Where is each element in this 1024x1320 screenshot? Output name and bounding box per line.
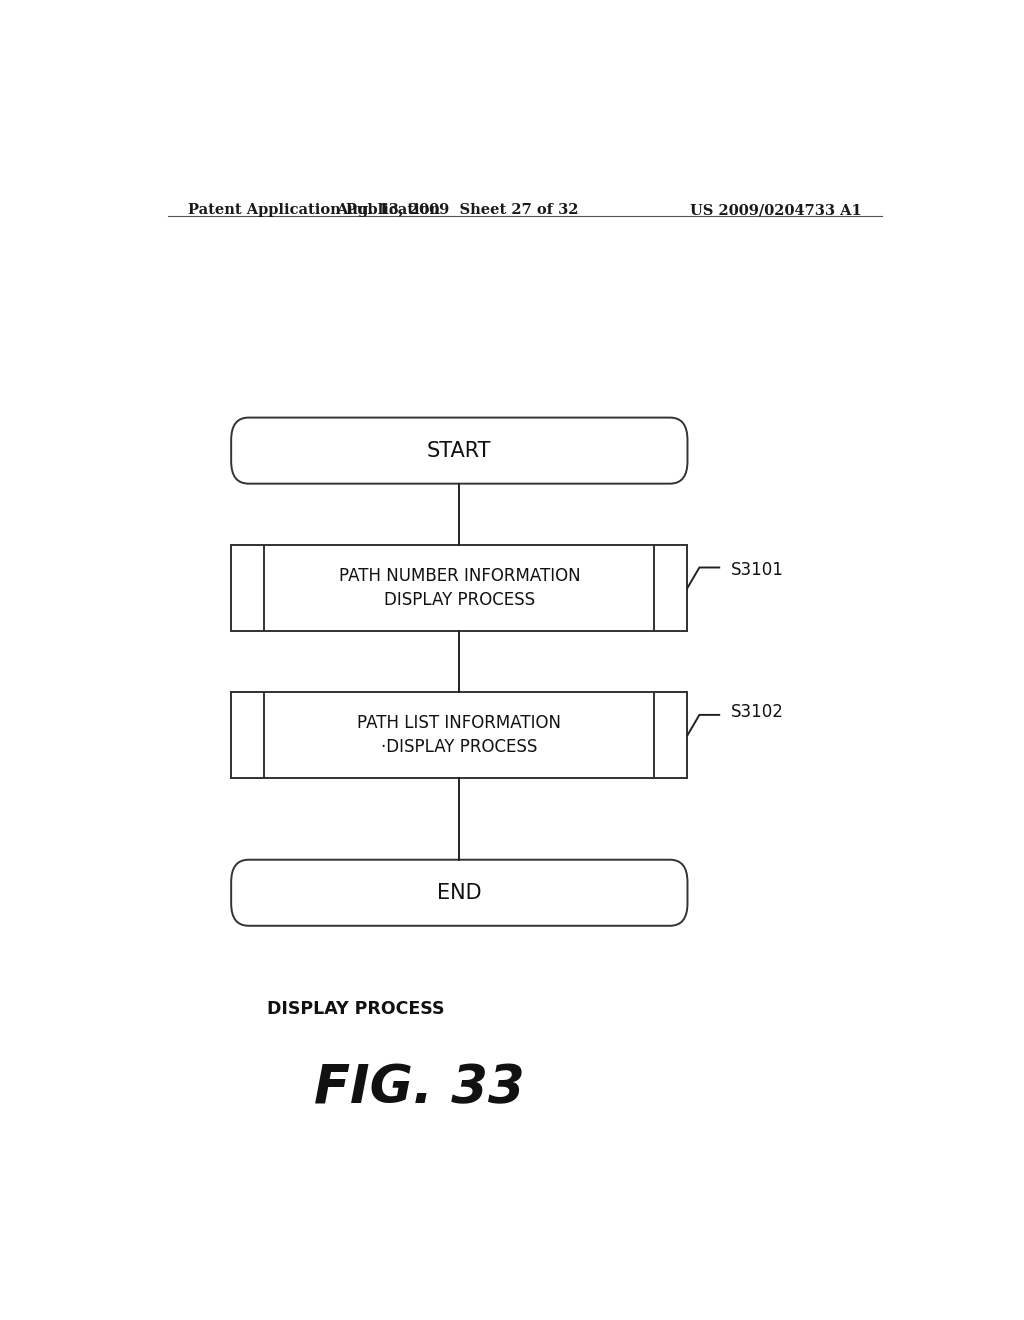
Text: S3101: S3101 (731, 561, 784, 579)
Text: PATH NUMBER INFORMATION
DISPLAY PROCESS: PATH NUMBER INFORMATION DISPLAY PROCESS (339, 568, 581, 609)
FancyBboxPatch shape (231, 417, 687, 483)
Bar (231, 692, 264, 779)
Bar (231, 545, 687, 631)
Text: START: START (427, 441, 492, 461)
Bar (231, 692, 687, 779)
Text: Patent Application Publication: Patent Application Publication (187, 203, 439, 216)
Text: DISPLAY PROCESS: DISPLAY PROCESS (267, 1001, 444, 1018)
Text: S3102: S3102 (731, 704, 784, 721)
FancyBboxPatch shape (231, 859, 687, 925)
Text: PATH LIST INFORMATION
·DISPLAY PROCESS: PATH LIST INFORMATION ·DISPLAY PROCESS (357, 714, 561, 756)
Text: US 2009/0204733 A1: US 2009/0204733 A1 (690, 203, 862, 216)
Text: Aug. 13, 2009  Sheet 27 of 32: Aug. 13, 2009 Sheet 27 of 32 (336, 203, 579, 216)
Bar (231, 545, 264, 631)
Bar (654, 692, 687, 779)
Bar (654, 545, 687, 631)
Text: END: END (437, 883, 481, 903)
Text: FIG. 33: FIG. 33 (314, 1063, 525, 1114)
